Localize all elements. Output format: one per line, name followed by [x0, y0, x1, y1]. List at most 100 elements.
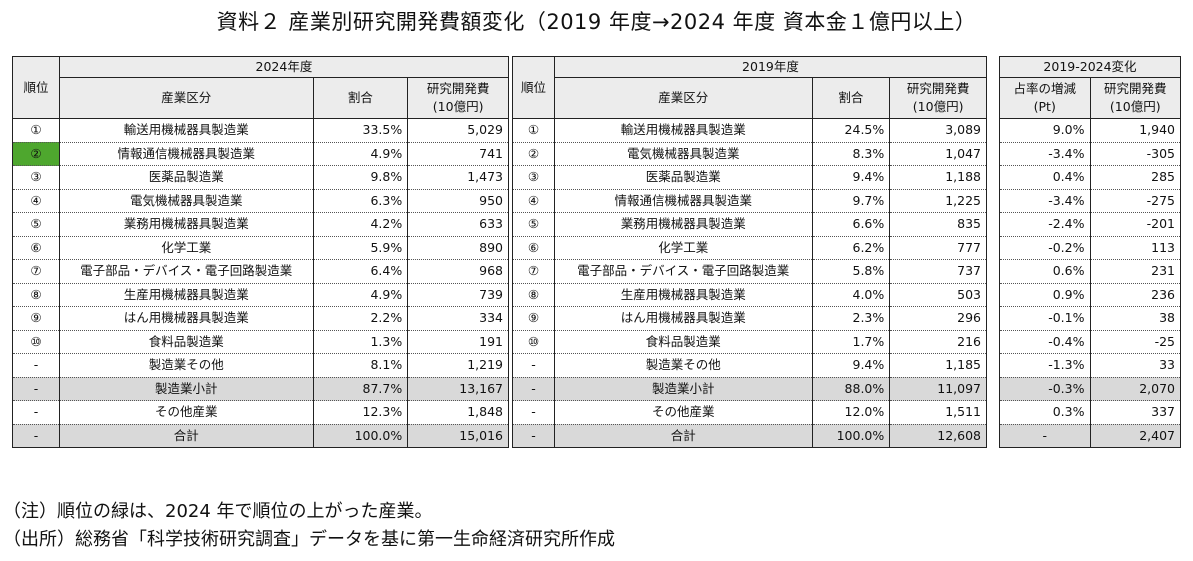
rd-cell: 12,608 — [889, 424, 987, 448]
rd-cell: 1,185 — [889, 353, 987, 378]
table-row: -0.3% 2,070 — [999, 377, 1181, 401]
table-row: - その他産業 12.3% 1,848 — [12, 400, 509, 425]
rd-cell: 1,848 — [407, 400, 509, 425]
share-cell: 12.0% — [811, 400, 891, 425]
table-row: ⑩ 食料品製造業 1.7% 216 — [512, 330, 987, 354]
rank-cell: - — [12, 377, 60, 401]
share-cell: 33.5% — [312, 118, 409, 143]
page-title: 資料２ 産業別研究開発費額変化（2019 年度→2024 年度 資本金１億円以上… — [216, 10, 977, 34]
industry-cell: 業務用機械器具製造業 — [553, 212, 813, 237]
table-2024: 順位 2024年度 産業区分 割合 研究開発費 (10億円) ① 輸送用機械器具製造… — [12, 56, 510, 448]
header-year-2024: 2024年度 — [58, 56, 510, 78]
table-row: ⑨ はん用機械器具製造業 2.2% 334 — [12, 306, 509, 331]
rank-cell: ③ — [512, 165, 555, 190]
table-2019: 順位 2019年度 産業区分 割合 研究開発費 (10億円) ① 輸送用機械器具製造… — [512, 56, 988, 448]
industry-cell: 製造業小計 — [553, 377, 813, 401]
industry-cell: 合計 — [553, 424, 813, 448]
table-row: - 製造業その他 8.1% 1,219 — [12, 353, 509, 378]
rd-cell: 1,473 — [407, 165, 509, 190]
share-change-cell: 9.0% — [999, 118, 1091, 143]
share-cell: 9.7% — [811, 189, 891, 213]
table-row: 0.3% 337 — [999, 400, 1181, 425]
share-cell: 2.2% — [312, 306, 409, 331]
rank-cell: ② — [512, 142, 555, 166]
table-row: ④ 情報通信機械器具製造業 9.7% 1,225 — [512, 189, 987, 213]
share-cell: 6.4% — [312, 259, 409, 284]
share-cell: 9.8% — [312, 165, 409, 190]
share-change-cell: -0.1% — [999, 306, 1091, 331]
header-industry: 産業区分 — [58, 77, 314, 119]
share-change-cell: 0.4% — [999, 165, 1091, 190]
share-cell: 1.7% — [811, 330, 891, 354]
table-row: ⑨ はん用機械器具製造業 2.3% 296 — [512, 306, 987, 331]
industry-cell: 化学工業 — [58, 236, 314, 260]
rd-cell: 950 — [407, 189, 509, 213]
rd-cell: 191 — [407, 330, 509, 354]
table-row: ⑧ 生産用機械器具製造業 4.0% 503 — [512, 283, 987, 307]
rd-cell: 13,167 — [407, 377, 509, 401]
header-industry: 産業区分 — [553, 77, 813, 119]
source-text: （出所）総務省「科学技術研究調査」データを基に第一生命経済研究所作成 — [3, 529, 615, 550]
rd-cell: 503 — [889, 283, 987, 307]
table-row: ④ 電気機械器具製造業 6.3% 950 — [12, 189, 509, 213]
header-share: 割合 — [312, 77, 409, 119]
rank-cell: ③ — [12, 165, 60, 190]
share-change-cell: -2.4% — [999, 212, 1091, 237]
rd-change-cell: 236 — [1089, 283, 1181, 307]
header-rd: 研究開発費 (10億円) — [889, 77, 987, 119]
rd-cell: 737 — [889, 259, 987, 284]
table-row: ⑧ 生産用機械器具製造業 4.9% 739 — [12, 283, 509, 307]
share-cell: 9.4% — [811, 165, 891, 190]
rank-cell: ⑨ — [12, 306, 60, 331]
rank-cell: ⑩ — [12, 330, 60, 354]
industry-cell: 電気機械器具製造業 — [58, 189, 314, 213]
rd-cell: 216 — [889, 330, 987, 354]
table-row: ⑥ 化学工業 5.9% 890 — [12, 236, 509, 260]
rd-change-cell: 231 — [1089, 259, 1181, 284]
industry-cell: 輸送用機械器具製造業 — [553, 118, 813, 143]
rd-cell: 633 — [407, 212, 509, 237]
rank-cell: ⑤ — [512, 212, 555, 237]
rank-cell: - — [12, 424, 60, 448]
rank-cell: ⑦ — [12, 259, 60, 284]
table-row: 0.4% 285 — [999, 165, 1181, 190]
share-change-cell: 0.6% — [999, 259, 1091, 284]
share-cell: 6.2% — [811, 236, 891, 260]
industry-cell: 電子部品・デバイス・電子回路製造業 — [58, 259, 314, 284]
table-row: - 製造業小計 88.0% 11,097 — [512, 377, 987, 401]
table-row: ⑤ 業務用機械器具製造業 6.6% 835 — [512, 212, 987, 237]
share-cell: 100.0% — [811, 424, 891, 448]
rd-cell: 1,511 — [889, 400, 987, 425]
share-cell: 6.6% — [811, 212, 891, 237]
header-rank: 順位 — [512, 56, 555, 119]
table-row: ⑥ 化学工業 6.2% 777 — [512, 236, 987, 260]
rank-cell: - — [512, 400, 555, 425]
industry-cell: 生産用機械器具製造業 — [553, 283, 813, 307]
industry-cell: 化学工業 — [553, 236, 813, 260]
rd-cell: 3,089 — [889, 118, 987, 143]
share-change-cell: -3.4% — [999, 189, 1091, 213]
share-cell: 8.1% — [312, 353, 409, 378]
share-cell: 5.9% — [312, 236, 409, 260]
rd-change-cell: 285 — [1089, 165, 1181, 190]
table-row: ⑦ 電子部品・デバイス・電子回路製造業 5.8% 737 — [512, 259, 987, 284]
rd-cell: 739 — [407, 283, 509, 307]
table-row: -1.3% 33 — [999, 353, 1181, 378]
share-change-cell: -0.2% — [999, 236, 1091, 260]
table-row: -3.4% -305 — [999, 142, 1181, 166]
share-cell: 24.5% — [811, 118, 891, 143]
rd-cell: 11,097 — [889, 377, 987, 401]
industry-cell: 情報通信機械器具製造業 — [58, 142, 314, 166]
header-share: 割合 — [811, 77, 891, 119]
rank-cell: - — [512, 377, 555, 401]
rd-cell: 1,225 — [889, 189, 987, 213]
rank-cell: - — [12, 353, 60, 378]
rank-cell: ⑦ — [512, 259, 555, 284]
rank-cell: ④ — [12, 189, 60, 213]
rd-cell: 1,188 — [889, 165, 987, 190]
header-year-2019: 2019年度 — [553, 56, 988, 78]
rank-cell: ⑤ — [12, 212, 60, 237]
share-cell: 4.2% — [312, 212, 409, 237]
header-share-change: 占率の増減 (Pt) — [999, 77, 1091, 119]
share-change-cell: 0.3% — [999, 400, 1091, 425]
